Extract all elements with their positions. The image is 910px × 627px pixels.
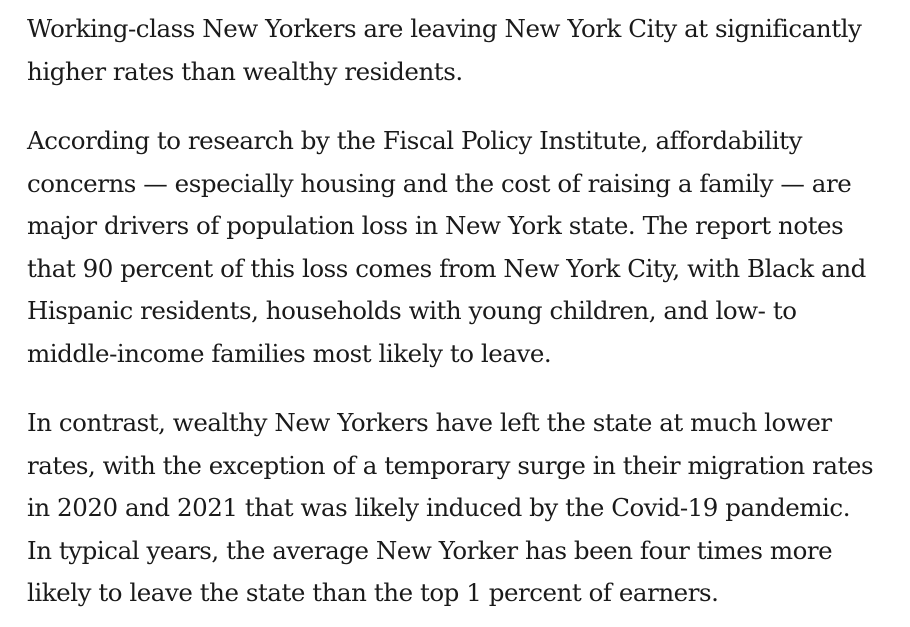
paragraph-research: According to research by the Fiscal Poli… [27,120,897,375]
text-line: In typical years, the average New Yorker… [27,535,833,565]
text-line: that 90 percent of this loss comes from … [27,253,866,283]
text-line: higher rates than wealthy residents. [27,56,463,86]
text-line: Hispanic residents, households with youn… [27,296,797,325]
article-body: Working-class New Yorkers are leaving Ne… [27,8,897,615]
text-line: middle-income families most likely to le… [27,338,552,368]
text-line: likely to leave the state than the top 1… [27,578,719,607]
text-line: In contrast, wealthy New Yorkers have le… [27,408,832,437]
text-line: major drivers of population loss in New … [27,211,844,240]
text-line: According to research by the Fiscal Poli… [27,126,802,155]
paragraph-contrast: In contrast, wealthy New Yorkers have le… [27,402,897,615]
text-line: rates, with the exception of a temporary… [27,450,874,480]
text-line: in 2020 and 2021 that was likely induced… [27,493,851,522]
paragraph-intro: Working-class New Yorkers are leaving Ne… [27,8,897,93]
text-line: concerns — especially housing and the co… [27,168,852,198]
text-line: Working-class New Yorkers are leaving Ne… [27,14,862,43]
